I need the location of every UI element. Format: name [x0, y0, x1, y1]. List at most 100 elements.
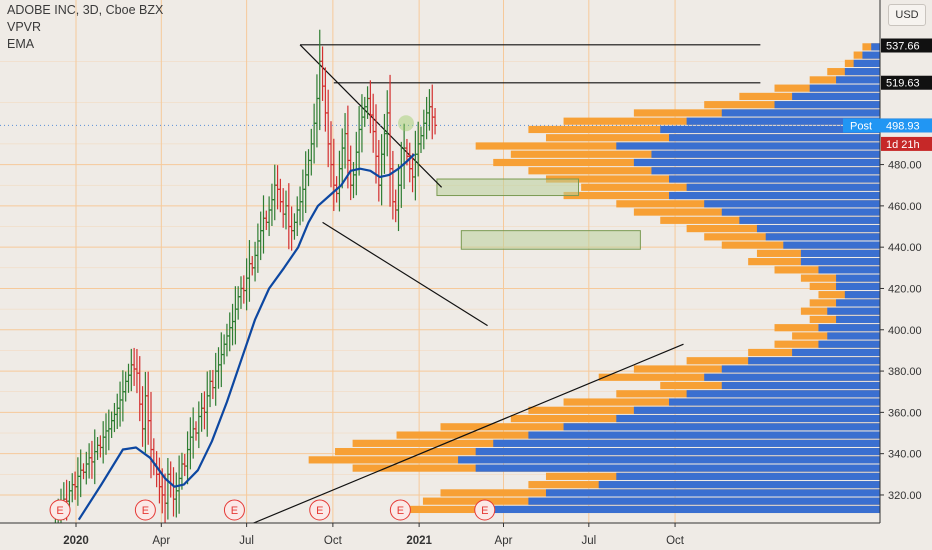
price-label-box [843, 118, 932, 133]
volume-bar-up [765, 233, 880, 241]
ohlc-bar [219, 332, 224, 388]
x-tick-label: Jul [239, 535, 254, 547]
ohlc-bar [402, 123, 407, 189]
highlight-marker [398, 115, 414, 132]
volume-bar-up [800, 249, 880, 257]
ohlc-bar [284, 190, 288, 230]
volume-bar-up [827, 307, 880, 315]
volume-bar-up [704, 200, 880, 208]
ohlc-bar [354, 131, 359, 196]
target-zone [460, 230, 641, 250]
volume-bar-up [616, 472, 880, 480]
volume-bar-up [836, 76, 880, 84]
ohlc-bar [81, 463, 86, 480]
earnings-label: E [481, 505, 488, 517]
ohlc-bar [424, 96, 429, 140]
ohlc-bar [255, 223, 260, 273]
currency-button[interactable]: USD [888, 4, 926, 26]
ohlc-bar [70, 473, 75, 503]
volume-bar-up [818, 324, 880, 332]
earnings-marker [134, 499, 156, 521]
volume-bar-up [475, 464, 880, 472]
earnings-marker [474, 499, 496, 521]
ohlc-bar [120, 370, 125, 422]
indicator-vpvr-label[interactable]: VPVR [7, 20, 42, 34]
ohlc-bar [213, 352, 218, 406]
ohlc-bar [399, 141, 404, 208]
ohlc-bar [343, 113, 348, 169]
ohlc-bar [115, 393, 120, 429]
y-axis-panel [880, 0, 932, 550]
ohlc-bar [202, 391, 207, 430]
volume-bar-up [669, 398, 880, 406]
ohlc-bar [379, 134, 384, 206]
ohlc-bar [413, 130, 418, 201]
ohlc-bar [104, 413, 108, 455]
ohlc-bar [98, 435, 103, 458]
volume-bar-up [669, 191, 880, 200]
y-tick-label: 360.00 [888, 407, 922, 419]
volume-bar-up [669, 134, 880, 142]
ohlc-bar [314, 74, 319, 148]
ohlc-bar [78, 449, 83, 498]
price-label-prefix: Post [850, 120, 872, 132]
ohlc-bar [351, 161, 356, 199]
ohlc-bar [239, 276, 243, 309]
y-tick-label: 480.00 [888, 160, 922, 172]
ohlc-bar [427, 89, 432, 131]
volume-bar-up [739, 216, 880, 224]
ohlc-bar [247, 240, 252, 302]
ohlc-bar [295, 196, 300, 237]
earnings-label: E [56, 505, 63, 517]
ohlc-bar [123, 371, 128, 402]
ohlc-bar [359, 94, 364, 153]
volume-bar-up [598, 481, 880, 489]
ohlc-bar [92, 429, 97, 485]
volume-bar-up [686, 390, 880, 398]
volume-profile [308, 43, 881, 514]
volume-bar-up [704, 373, 880, 381]
ohlc-bar [106, 409, 111, 451]
ohlc-bar [230, 303, 235, 346]
volume-bar-up [616, 414, 880, 423]
ohlc-bar [224, 323, 229, 357]
ema-path [77, 153, 416, 521]
x-tick-label: Oct [324, 535, 343, 547]
ohlc-bar [253, 241, 258, 282]
volume-bar-up [528, 431, 880, 439]
ohlc-bar [101, 421, 106, 464]
volume-bar-up [651, 167, 880, 175]
ohlc-bar [129, 348, 134, 392]
ohlc-bar [132, 347, 137, 386]
ohlc-bar [376, 139, 381, 202]
ohlc-bar [205, 371, 210, 437]
ohlc-bar [433, 107, 438, 135]
ohlc-bar [323, 67, 328, 132]
target-zone [436, 178, 579, 197]
volume-bar-up [475, 448, 880, 456]
price-label-box [881, 136, 932, 151]
ohlc-bar [222, 334, 227, 365]
trendline [322, 221, 488, 327]
x-tick-label: Oct [666, 535, 685, 547]
earnings-marker [49, 499, 71, 521]
ohlc-bar [337, 150, 342, 212]
ohlc-bar [272, 164, 277, 221]
ohlc-bar [163, 473, 168, 525]
volume-bar-up [484, 505, 880, 514]
y-axis-labels: 320.00 340.00 360.00 380.00 400.00 420.00 440.… [880, 160, 922, 502]
indicator-ema-label[interactable]: EMA [7, 37, 35, 51]
x-tick-label: Apr [495, 535, 513, 547]
volume-bar-up [721, 208, 880, 216]
volume-bar-total [862, 43, 880, 51]
ohlc-bar [357, 106, 362, 176]
y-tick-label: 380.00 [888, 366, 922, 378]
volume-bar-up [493, 439, 880, 447]
ohlc-bar [188, 417, 193, 470]
y-tick-label: 420.00 [888, 283, 922, 295]
volume-bar-up [783, 241, 880, 249]
